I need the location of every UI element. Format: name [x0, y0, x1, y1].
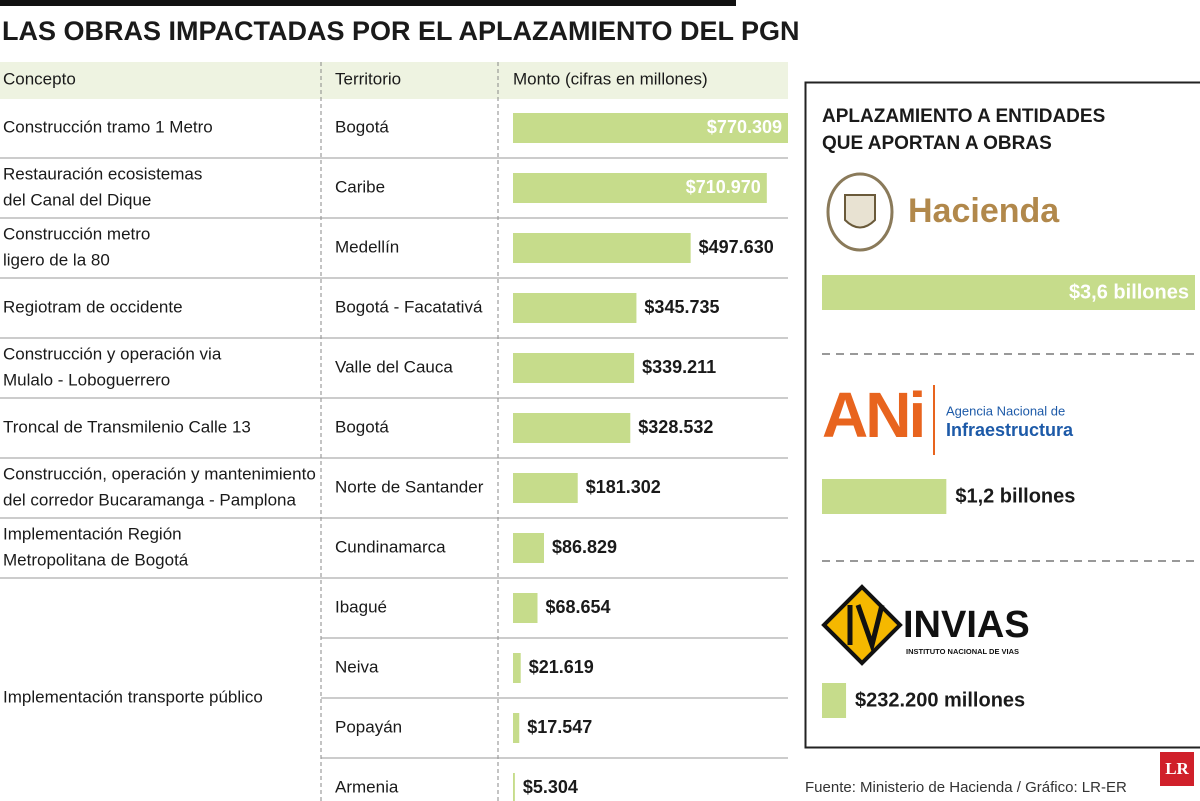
territory-text: Popayán: [335, 717, 402, 736]
value-label: $339.211: [642, 357, 716, 377]
value-label: $5.304: [523, 777, 578, 797]
territory-text: Bogotá: [335, 117, 389, 136]
header-cell: Territorio: [335, 69, 401, 88]
concept-text: Implementación transporte público: [3, 687, 263, 706]
logo-text: INVIAS: [903, 604, 1030, 646]
logo-text: Infraestructura: [946, 420, 1074, 440]
top-rule: [0, 0, 736, 6]
value-label: $86.829: [552, 537, 617, 557]
bar: [513, 473, 578, 503]
concept-text: Implementación Región: [3, 524, 182, 543]
territory-text: Cundinamarca: [335, 537, 446, 556]
panel-title: QUE APORTAN A OBRAS: [822, 133, 1052, 154]
logo-text: Hacienda: [908, 192, 1060, 230]
value-label: $497.630: [699, 237, 774, 257]
bar: [513, 233, 691, 263]
territory-text: Valle del Cauca: [335, 357, 453, 376]
value-label: $345.735: [644, 297, 719, 317]
entity-bar: [822, 275, 1195, 310]
logo-text: INSTITUTO NACIONAL DE VIAS: [906, 647, 1019, 656]
bar: [513, 113, 788, 143]
territory-text: Caribe: [335, 177, 385, 196]
territory-text: Neiva: [335, 657, 379, 676]
concept-text: Construcción tramo 1 Metro: [3, 117, 213, 136]
entity-bar: [822, 479, 947, 514]
invias-diamond: [821, 584, 903, 666]
panel-title: APLAZAMIENTO A ENTIDADES: [822, 106, 1105, 127]
concept-text: Construcción y operación via: [3, 344, 222, 363]
bar: [513, 413, 631, 443]
concept-text: Restauración ecosistemas: [3, 164, 202, 183]
entity-value-label: $3,6 billones: [1069, 281, 1189, 303]
concept-text: Troncal de Transmilenio Calle 13: [3, 417, 251, 436]
entity-bar: [822, 683, 847, 718]
bar: [513, 173, 767, 203]
concept-text: Mulalo - Loboguerrero: [3, 370, 170, 389]
invias-mark: [847, 604, 885, 654]
panel-box: [804, 81, 1200, 749]
bar: [513, 533, 544, 563]
entity-value-label: $1,2 billones: [955, 485, 1075, 507]
value-label: $770.309: [707, 117, 782, 137]
territory-text: Armenia: [335, 777, 399, 796]
header-row: [0, 62, 788, 99]
concept-text: Metropolitana de Bogotá: [3, 550, 189, 569]
brand-text: LR: [1165, 759, 1189, 778]
bar: [513, 293, 637, 323]
bar: [513, 713, 520, 743]
territory-text: Bogotá - Facatativá: [335, 297, 483, 316]
territory-text: Medellín: [335, 237, 399, 256]
header-cell: Concepto: [3, 69, 76, 88]
concept-text: ligero de la 80: [3, 250, 110, 269]
concept-text: del corredor Bucaramanga - Pamplona: [3, 490, 296, 509]
crest-shield: [844, 194, 876, 229]
bar: [513, 773, 515, 801]
logo-text: ANi: [822, 379, 923, 451]
brand-logo: [1160, 752, 1194, 786]
concept-text: del Canal del Dique: [3, 190, 151, 209]
bar: [513, 353, 635, 383]
source: Fuente: Ministerio de Hacienda / Gráfico…: [805, 779, 1127, 796]
crest: [826, 172, 894, 252]
bar: [513, 593, 538, 623]
value-label: $68.654: [546, 597, 611, 617]
logo-text: Agencia Nacional de: [946, 403, 1065, 418]
value-label: $328.532: [638, 417, 713, 437]
territory-text: Bogotá: [335, 417, 389, 436]
value-label: $181.302: [586, 477, 661, 497]
concept-text: Regiotram de occidente: [3, 297, 183, 316]
header-cell: Monto (cifras en millones): [513, 69, 708, 88]
value-label: $21.619: [529, 657, 594, 677]
bar: [513, 653, 521, 683]
territory-text: Norte de Santander: [335, 477, 484, 496]
value-label: $710.970: [686, 177, 761, 197]
title: LAS OBRAS IMPACTADAS POR EL APLAZAMIENTO…: [2, 16, 800, 46]
concept-text: Construcción, operación y mantenimiento: [3, 464, 316, 483]
concept-text: Construcción metro: [3, 224, 150, 243]
territory-text: Ibagué: [335, 597, 387, 616]
entity-value-label: $232.200 millones: [855, 689, 1025, 711]
value-label: $17.547: [527, 717, 592, 737]
